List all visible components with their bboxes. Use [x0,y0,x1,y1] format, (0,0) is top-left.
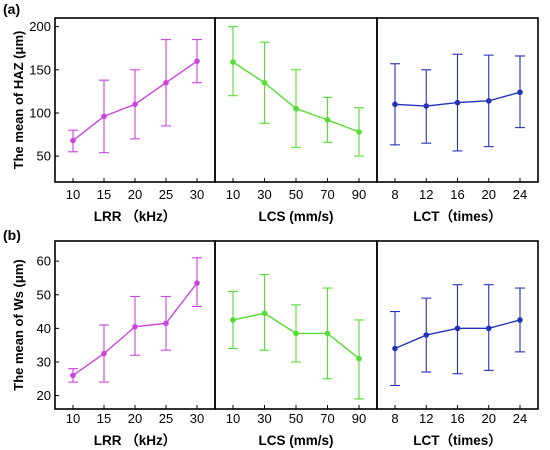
x-tick-label: 30 [257,187,271,202]
y-tick-label: 100 [29,105,51,120]
data-point [194,280,200,286]
data-point [324,117,331,123]
data-point [230,317,236,323]
x-tick-label: 25 [159,411,173,426]
subplot-3: 8 12 16 20 24 LCT（times） [376,17,539,224]
data-point [70,372,76,379]
data-point [324,330,331,337]
x-tick-label: 16 [450,411,464,426]
data-point [356,355,362,362]
x-tick-label: 20 [128,187,142,202]
x-axis-title: LCT（times） [413,433,502,448]
x-axis-title: LRR （kHz） [94,433,177,448]
x-tick-label: 30 [190,187,204,202]
y-tick-label: 60 [37,254,51,269]
x-axis-title: LCT（times） [413,209,502,224]
subplot-2: 10 30 50 70 90 LCS (mm/s) [214,17,378,224]
data-point [485,98,492,104]
x-tick-label: 15 [97,187,111,202]
x-tick-label: 10 [226,187,240,202]
data-point [356,129,362,135]
data-point [163,320,169,327]
subplot-1: 10 15 20 25 30 LRR （kHz） [54,17,216,224]
chart-panel-1: (a) The mean of HAZ (μm) 50 100 150 200 10 15 20… [3,1,539,224]
y-axis-title: The mean of HAZ (μm) [11,31,26,170]
data-point [517,89,523,96]
data-point [163,79,169,86]
x-tick-label: 90 [352,411,366,426]
x-tick-label: 10 [66,187,80,202]
data-point [423,332,430,338]
x-tick-label: 15 [97,411,111,426]
data-point [101,350,107,357]
x-tick-label: 10 [66,411,80,426]
x-axis-title: LRR （kHz） [94,209,177,224]
x-tick-label: 20 [128,411,142,426]
data-point [261,310,268,317]
x-tick-label: 90 [352,187,366,202]
y-tick-label: 50 [37,149,51,164]
x-tick-label: 30 [257,411,271,426]
x-tick-label: 30 [190,411,204,426]
data-point [517,317,523,323]
y-tick-label: 200 [29,19,51,34]
y-tick-label: 20 [37,388,51,403]
data-point [132,323,138,330]
y-tick-label: 150 [29,62,51,77]
data-point [261,79,268,86]
data-point [230,59,236,65]
y-tick-label: 50 [37,287,51,302]
data-point [101,113,107,120]
data-point [392,101,398,108]
data-point [293,105,299,112]
data-point [194,58,200,64]
x-tick-label: 24 [513,411,527,426]
data-point [485,325,492,332]
y-axis-title: The mean of Ws (μm) [11,259,26,390]
data-point [423,103,430,109]
x-tick-label: 50 [289,411,303,426]
x-tick-label: 12 [419,411,433,426]
data-point [293,330,299,337]
x-tick-label: 10 [226,411,240,426]
data-point [70,137,76,144]
subplot-3: 8 12 16 20 24 LCT（times） [376,240,539,448]
panel-label: (a) [3,1,20,17]
x-tick-label: 8 [391,187,398,202]
x-tick-label: 24 [513,187,527,202]
chart-panel-2: (b) The mean of Ws (μm) 20 30 40 50 60 10 15 20 25… [3,227,539,448]
x-tick-label: 8 [391,411,398,426]
x-axis-title: LCS (mm/s) [258,433,333,448]
subplot-1: 10 15 20 25 30 LRR （kHz） [54,240,216,448]
data-point [392,345,398,352]
x-tick-label: 12 [419,187,433,202]
x-tick-label: 16 [450,187,464,202]
data-point [454,325,461,332]
y-tick-label: 40 [37,321,51,336]
x-axis-title: LCS (mm/s) [258,209,333,224]
x-tick-label: 70 [320,411,334,426]
x-tick-label: 70 [320,187,334,202]
data-point [454,99,461,106]
x-tick-label: 20 [482,411,496,426]
x-tick-label: 20 [482,187,496,202]
panel-label: (b) [3,227,21,243]
x-tick-label: 50 [289,187,303,202]
subplot-2: 10 30 50 70 90 LCS (mm/s) [214,240,378,448]
y-tick-label: 30 [37,354,51,369]
data-point [132,101,138,108]
x-tick-label: 25 [159,187,173,202]
